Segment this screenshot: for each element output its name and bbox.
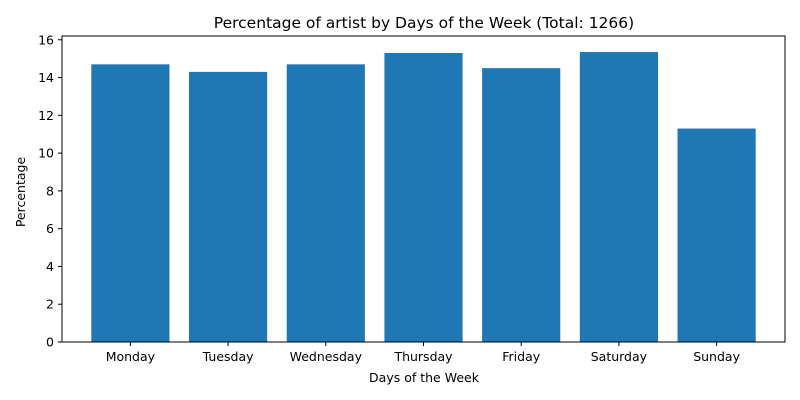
y-axis-label: Percentage <box>13 157 28 228</box>
y-axis-ticks: 0 2 4 6 8 10 12 14 16 <box>38 32 62 350</box>
chart-title: Percentage of artist by Days of the Week… <box>214 14 634 32</box>
y-tick-label: 16 <box>38 32 54 47</box>
plot-frame <box>61 35 786 343</box>
x-tick-label: Tuesday <box>202 349 254 364</box>
x-tick-label: Monday <box>106 349 156 364</box>
x-tick-label: Thursday <box>393 349 453 364</box>
bars-group <box>91 52 756 343</box>
bar-monday <box>91 64 170 342</box>
bar-thursday <box>384 53 463 342</box>
bar-tuesday <box>189 71 268 342</box>
y-tick-label: 14 <box>38 70 54 85</box>
bar-friday <box>482 68 561 342</box>
x-tick-label: Saturday <box>591 349 648 364</box>
x-tick-label: Sunday <box>693 349 740 364</box>
y-tick-label: 6 <box>46 221 54 236</box>
bar-wednesday <box>286 64 365 342</box>
y-tick-label: 0 <box>46 335 54 350</box>
x-tick-label: Wednesday <box>290 349 363 364</box>
y-tick-label: 4 <box>46 259 54 274</box>
y-tick-label: 10 <box>38 146 54 161</box>
y-tick-label: 2 <box>46 297 54 312</box>
y-tick-label: 8 <box>46 183 54 198</box>
x-tick-label: Friday <box>502 349 540 364</box>
bar-saturday <box>579 52 658 343</box>
bar-sunday <box>677 128 756 342</box>
x-axis-label: Days of the Week <box>369 370 480 385</box>
y-tick-label: 12 <box>38 108 54 123</box>
x-axis-ticks: Monday Tuesday Wednesday Thursday Friday Satu… <box>106 342 741 364</box>
